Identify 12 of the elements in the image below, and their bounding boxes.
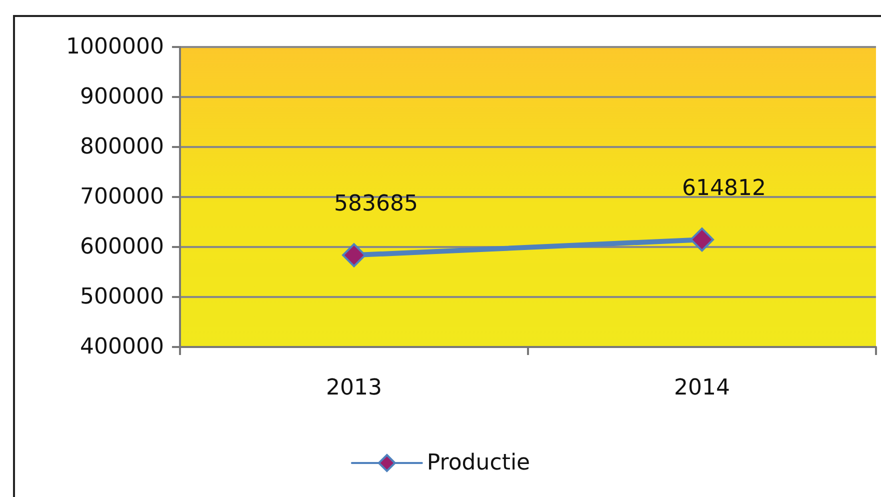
y-tick-label: 600000	[80, 234, 164, 260]
x-tick-label: 2013	[326, 376, 382, 400]
y-tick-label: 1000000	[66, 34, 164, 60]
y-tick-label: 800000	[80, 134, 164, 160]
y-tick-label: 400000	[80, 334, 164, 360]
legend-label: Productie	[426, 450, 530, 476]
y-tick-label: 900000	[80, 84, 164, 110]
y-tick-label: 500000	[80, 284, 164, 310]
data-label: 583685	[334, 192, 418, 217]
data-label: 614812	[682, 176, 766, 202]
y-tick-label: 700000	[80, 184, 164, 210]
x-tick-label: 2014	[674, 376, 730, 400]
